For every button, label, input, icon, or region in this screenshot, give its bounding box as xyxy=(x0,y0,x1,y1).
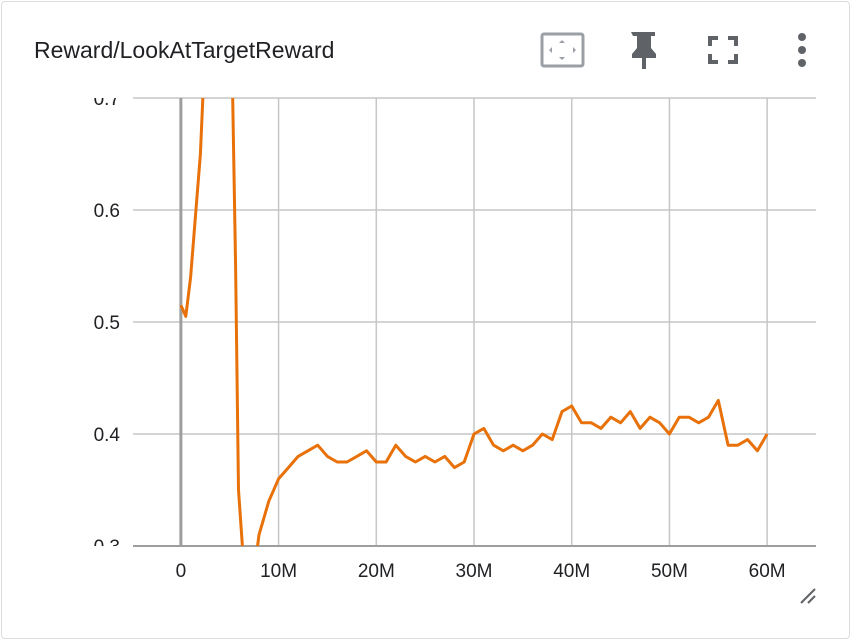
fullscreen-button[interactable] xyxy=(708,36,738,64)
pin-button[interactable] xyxy=(631,32,656,69)
menu-dot xyxy=(798,46,806,54)
fit-arrows xyxy=(549,40,576,60)
x-tick-label: 60M xyxy=(749,561,786,582)
chart-title: Reward/LookAtTargetReward xyxy=(34,37,334,63)
y-tick-label: 0.4 xyxy=(94,425,121,446)
menu-dot xyxy=(798,33,806,41)
menu-button[interactable] xyxy=(798,33,806,67)
fit-icon xyxy=(540,32,585,68)
x-tick-label: 50M xyxy=(651,561,688,582)
menu-dot xyxy=(798,59,806,67)
y-tick-label: 0.5 xyxy=(94,313,120,334)
x-tick-label: 10M xyxy=(260,561,297,582)
fullscreen-icon xyxy=(708,36,738,64)
y-tick-label: 0.3 xyxy=(94,537,120,558)
x-tick-label: 40M xyxy=(553,561,590,582)
x-tick-label: 0 xyxy=(176,561,187,582)
resize-handle[interactable] xyxy=(800,588,816,604)
fit-domain-button[interactable] xyxy=(540,32,585,68)
x-tick-label: 30M xyxy=(456,561,493,582)
series-line xyxy=(179,98,769,546)
y-tick-label: 0.7 xyxy=(94,89,120,110)
x-tick-label: 20M xyxy=(358,561,395,582)
resize-line xyxy=(807,595,816,604)
resize-line xyxy=(800,588,816,604)
pin-icon xyxy=(631,32,656,69)
y-tick-label: 0.6 xyxy=(94,201,120,222)
